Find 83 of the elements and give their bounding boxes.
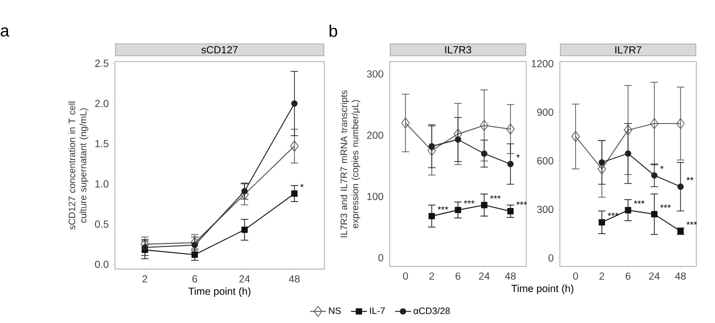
annotation: ** [686,176,694,180]
point [291,100,298,106]
point [192,251,198,258]
y-tick-label: 0 [548,254,554,262]
point [651,172,658,178]
x-axis-title: Time point (h) [511,284,574,294]
text: a [0,27,10,36]
point [241,226,248,233]
chart-title: sCD127 [201,46,238,54]
y-tick-label: 600 [537,156,554,164]
annotation: *** [438,206,448,210]
point [290,140,299,152]
point [650,118,659,129]
point [291,190,298,197]
point [571,130,580,142]
x-tick-label: 48 [675,272,686,280]
x-axis-title: Time point (h) [188,287,250,297]
point [598,218,606,226]
point [676,118,685,129]
point [142,244,148,250]
y-tick-label: 1.5 [95,140,108,148]
text: b [330,24,338,37]
point [624,124,632,136]
annotation: *** [608,212,618,216]
point [192,242,198,248]
point [480,120,488,131]
annotation: * [300,184,304,187]
x-tick-label: 6 [192,275,198,282]
y-tick-label: 200 [367,131,384,139]
point [454,136,462,142]
x-tick-label: 0 [573,272,578,280]
y-tick-label: 900 [537,108,554,116]
point [624,150,632,156]
point [507,160,514,168]
x-tick-label: 6 [456,272,460,280]
point [481,202,488,208]
point [507,208,514,214]
annotation: * [516,154,520,158]
x-tick-label: 48 [504,272,516,280]
annotation: *** [490,195,501,198]
y-tick-label: 100 [367,192,384,200]
y-tick-label: 2.0 [95,100,108,107]
point [598,159,606,166]
x-tick-label: 2 [429,272,434,280]
y-tick-label: 300 [537,206,554,213]
annotation: *** [634,200,645,204]
y-axis-title: sCD127 concentration in T cell culture supernatant (ng/mL) [68,101,88,230]
x-tick-label: 24 [649,272,660,280]
y-tick-label: 0 [378,254,384,262]
legend-label: IL-7 [370,307,385,314]
point [506,123,515,134]
point [401,117,410,128]
y-tick-label: 300 [366,70,384,78]
point [428,212,435,220]
point [651,210,658,218]
point [624,206,632,214]
x-tick-label: 48 [288,275,300,282]
point [677,183,684,190]
x-tick-label: 0 [403,272,408,280]
x-tick-label: 24 [479,272,490,280]
annotation: * [660,165,664,169]
point [428,142,435,150]
x-tick-label: 6 [626,272,630,280]
x-tick-label: 24 [239,275,250,282]
annotation: *** [660,204,671,208]
y-tick-label: 0.0 [95,260,108,268]
annotation: *** [464,200,474,204]
y-axis-title: IL7R3 and IL7R7 mRNA transcripts expression (copies number/μL) [340,90,360,237]
y-tick-label: 2.5 [95,59,108,67]
y-tick-label: 1200 [532,60,554,68]
legend-label: αCD3/28 [414,307,450,314]
x-tick-label: 2 [599,272,604,280]
y-tick-label: 0.5 [95,220,108,228]
y-tick-label: 1.0 [95,180,108,188]
point [454,206,462,213]
x-tick-label: 2 [142,275,148,282]
point [241,188,248,194]
annotation: *** [686,221,698,225]
legend-label: NS [329,307,341,314]
chart-title: IL7R3 [445,46,472,54]
point [481,150,488,157]
annotation: *** [516,201,527,205]
chart-title: IL7R7 [615,46,642,54]
